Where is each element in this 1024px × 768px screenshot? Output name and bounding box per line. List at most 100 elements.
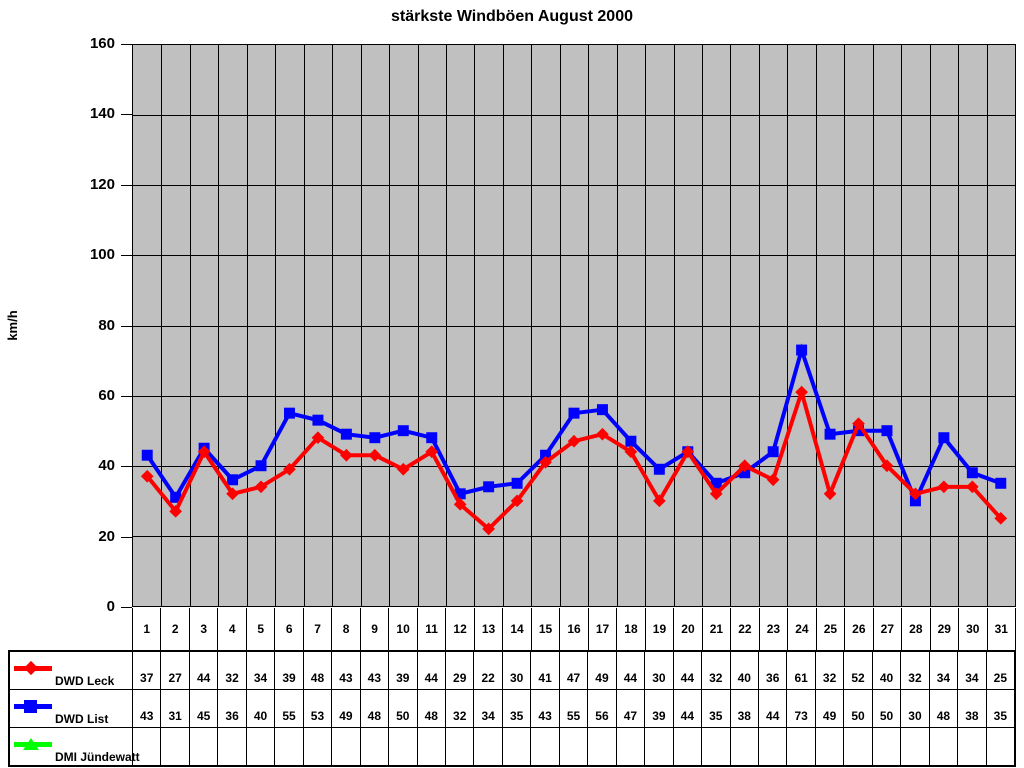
value-cell: 32 xyxy=(444,690,473,727)
value-cell: 55 xyxy=(558,690,587,727)
value-cell xyxy=(672,728,701,765)
diamond-marker-icon xyxy=(510,494,524,508)
value-cell: 56 xyxy=(587,690,615,727)
y-axis-tick-label: 80 xyxy=(98,316,115,334)
gridline-vertical xyxy=(360,45,362,606)
plot-area xyxy=(132,44,1016,607)
value-cell: 36 xyxy=(757,652,786,689)
square-marker-icon xyxy=(596,404,608,416)
square-marker-icon xyxy=(483,481,495,493)
value-cell: 49 xyxy=(587,652,615,689)
gridline-vertical xyxy=(758,45,760,606)
day-header-cell: 6 xyxy=(275,608,304,650)
value-cell: 34 xyxy=(245,652,274,689)
value-cell: 48 xyxy=(302,652,331,689)
y-axis-tick-label: 60 xyxy=(98,386,115,404)
legend-label: DWD Leck xyxy=(55,674,115,688)
square-marker-icon xyxy=(141,449,153,461)
value-cell xyxy=(900,728,928,765)
square-marker-icon xyxy=(653,463,665,475)
square-marker-icon xyxy=(568,407,580,419)
diamond-marker-icon xyxy=(453,497,467,511)
value-cell xyxy=(644,728,672,765)
value-cell: 37 xyxy=(132,652,160,689)
y-axis-tick-label: 160 xyxy=(89,35,115,52)
gridline-vertical xyxy=(161,45,163,606)
value-cell: 44 xyxy=(672,652,701,689)
gridline-vertical xyxy=(815,45,817,606)
value-cell: 49 xyxy=(331,690,359,727)
diamond-marker-icon xyxy=(23,660,39,676)
value-cell: 50 xyxy=(388,690,416,727)
y-axis-tick-label: 20 xyxy=(98,527,115,545)
gridline-vertical xyxy=(645,45,647,606)
diamond-marker-icon xyxy=(368,448,382,462)
day-header-cell: 28 xyxy=(902,608,931,650)
value-cell: 73 xyxy=(786,690,814,727)
diamond-marker-icon xyxy=(795,385,808,399)
y-axis-tick-label: 120 xyxy=(89,175,115,193)
table-row-dwd-list: DWD List 43 31 45 36 40 55 53 49 48 50 48 32 34 35 43 55… xyxy=(10,689,1014,727)
gridline-vertical xyxy=(673,45,675,606)
value-cell xyxy=(985,728,1014,765)
value-cell: 44 xyxy=(757,690,786,727)
value-cell: 43 xyxy=(132,690,160,727)
gridline-vertical xyxy=(389,45,391,606)
diamond-marker-icon xyxy=(539,455,552,469)
y-axis-title: km/h xyxy=(5,310,20,341)
day-header-row: 1 2 3 4 5 6 7 8 9 10 11 12 13 14 15 16 17 18 19 20 21 22 23 24 2… xyxy=(132,608,1017,650)
value-cell: 45 xyxy=(188,690,217,727)
gridline-vertical xyxy=(189,45,191,606)
day-header-cell: 17 xyxy=(589,608,618,650)
y-axis-tick xyxy=(121,114,132,116)
y-axis-tick-label: 0 xyxy=(106,598,115,615)
day-header-cell: 1 xyxy=(132,608,162,650)
day-header-cell: 5 xyxy=(247,608,276,650)
value-cell: 32 xyxy=(217,652,245,689)
y-axis-tick xyxy=(121,607,132,608)
gridline-horizontal xyxy=(133,395,1015,397)
day-header-cell: 30 xyxy=(959,608,988,650)
value-cell: 31 xyxy=(160,690,188,727)
square-marker-icon xyxy=(540,449,552,461)
gridline-vertical xyxy=(588,45,590,606)
y-axis-tick xyxy=(121,255,132,257)
diamond-marker-icon xyxy=(624,445,638,459)
square-marker-icon xyxy=(710,477,722,489)
value-cell: 39 xyxy=(274,652,302,689)
gridline-vertical xyxy=(502,45,504,606)
day-header-cell: 8 xyxy=(332,608,361,650)
gridline-horizontal xyxy=(133,465,1015,467)
value-cell: 40 xyxy=(729,652,758,689)
square-marker-icon xyxy=(938,432,950,444)
gridline-vertical xyxy=(474,45,476,606)
value-cell: 25 xyxy=(985,652,1014,689)
square-marker-icon xyxy=(853,425,865,437)
value-cell: 35 xyxy=(985,690,1014,727)
day-header-cell: 14 xyxy=(503,608,532,650)
diamond-marker-icon xyxy=(823,487,837,501)
day-header-cell: 21 xyxy=(703,608,732,650)
value-cell: 30 xyxy=(644,652,672,689)
value-cell xyxy=(132,728,160,765)
value-cell: 27 xyxy=(160,652,188,689)
gridline-horizontal xyxy=(133,255,1015,257)
value-cell xyxy=(188,728,217,765)
diamond-marker-icon xyxy=(596,427,609,441)
value-cell xyxy=(217,728,245,765)
y-axis-tick-label: 40 xyxy=(98,457,115,475)
gridline-vertical xyxy=(218,45,220,606)
gridline-vertical xyxy=(445,45,447,606)
value-cell: 22 xyxy=(473,652,501,689)
value-cell xyxy=(957,728,985,765)
value-cell xyxy=(786,728,814,765)
day-header-cell: 10 xyxy=(389,608,418,650)
value-cell: 38 xyxy=(729,690,758,727)
day-header-cell: 25 xyxy=(817,608,846,650)
day-header-cell: 12 xyxy=(446,608,475,650)
day-header-cell: 24 xyxy=(788,608,817,650)
diamond-marker-icon xyxy=(937,480,951,494)
value-cell: 40 xyxy=(245,690,274,727)
day-header-cell: 23 xyxy=(760,608,789,650)
y-axis-tick xyxy=(121,395,132,397)
